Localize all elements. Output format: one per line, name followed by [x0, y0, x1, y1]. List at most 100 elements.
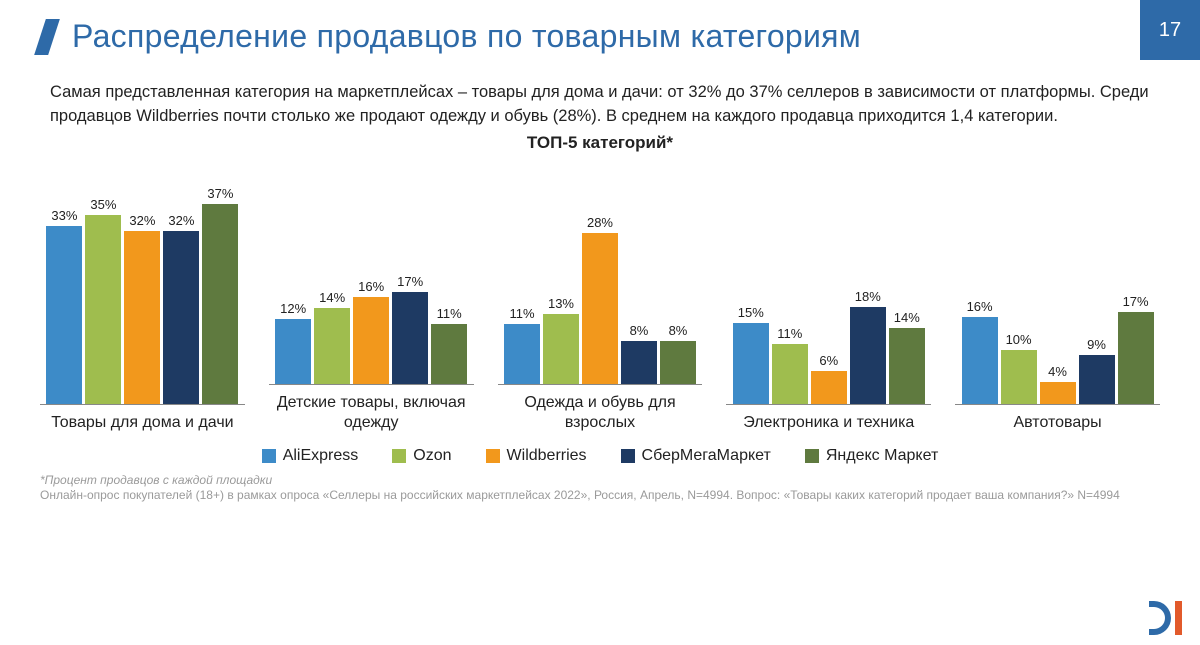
- chart-category-group: 11% 13% 28% 8% 8% Одежда и обувь для взрослых: [498, 145, 703, 433]
- chart-bar-value-label: 8%: [630, 323, 649, 338]
- chart-category-label: Автотовары: [955, 405, 1160, 433]
- chart-bar-value-label: 8%: [669, 323, 688, 338]
- chart-bar: 37%: [202, 186, 238, 404]
- chart-bar-value-label: 11%: [509, 306, 534, 321]
- chart-category-label: Товары для дома и дачи: [40, 405, 245, 433]
- legend-label: AliExpress: [283, 447, 359, 465]
- legend-label: СберМегаМаркет: [642, 447, 771, 465]
- chart-bar: 14%: [889, 310, 925, 404]
- footnote-line-2: Онлайн-опрос покупателей (18+) в рамках …: [40, 488, 1160, 504]
- chart-bar: 14%: [314, 290, 350, 384]
- legend-label: Яндекс Маркет: [826, 447, 938, 465]
- chart-bar-value-label: 6%: [819, 353, 838, 368]
- chart-bar-rect: [660, 341, 696, 384]
- legend-label: Ozon: [413, 447, 451, 465]
- chart-category-label: Детские товары, включая одежду: [269, 385, 474, 433]
- chart-bar-rect: [163, 231, 199, 404]
- chart-bar-row: 33% 35% 32% 32% 37%: [40, 165, 245, 405]
- chart-bar-value-label: 10%: [1006, 332, 1032, 347]
- legend-swatch-icon: [262, 449, 276, 463]
- chart-bar-value-label: 18%: [855, 289, 881, 304]
- chart-category-label: Одежда и обувь для взрослых: [498, 385, 703, 433]
- chart-bar-value-label: 14%: [894, 310, 920, 325]
- chart-bar-value-label: 33%: [51, 208, 77, 223]
- title-slash-icon: [34, 19, 60, 55]
- legend-item: Wildberries: [486, 447, 587, 465]
- legend-swatch-icon: [486, 449, 500, 463]
- chart-bar: 28%: [582, 215, 618, 384]
- chart-bar-value-label: 17%: [1123, 294, 1149, 309]
- chart-bar-rect: [543, 314, 579, 384]
- chart-bar: 11%: [772, 326, 808, 403]
- chart-bar: 16%: [962, 299, 998, 403]
- chart-bar-value-label: 14%: [319, 290, 345, 305]
- chart-category-group: 16% 10% 4% 9% 17% Автотовары: [955, 165, 1160, 433]
- footnote-line-1: *Процент продавцов с каждой площадки: [40, 473, 1160, 489]
- legend-swatch-icon: [621, 449, 635, 463]
- chart-bar-value-label: 37%: [207, 186, 233, 201]
- chart-bar: 18%: [850, 289, 886, 404]
- chart-bar: 4%: [1040, 364, 1076, 404]
- chart-bar-rect: [504, 324, 540, 383]
- chart-bar-value-label: 16%: [358, 279, 384, 294]
- chart-bar: 33%: [46, 208, 82, 404]
- chart-bar: 32%: [163, 213, 199, 404]
- chart-legend: AliExpress Ozon Wildberries СберМегаМаркет Я…: [0, 433, 1200, 471]
- footnote: *Процент продавцов с каждой площадки Онл…: [0, 471, 1200, 504]
- chart-bar: 8%: [660, 323, 696, 384]
- chart-bar-value-label: 16%: [967, 299, 993, 314]
- chart-bar: 11%: [504, 306, 540, 383]
- legend-item: AliExpress: [262, 447, 359, 465]
- chart-bar-rect: [85, 215, 121, 404]
- chart-bar: 11%: [431, 306, 467, 383]
- chart-bar-rect: [582, 233, 618, 384]
- chart-bar-value-label: 32%: [129, 213, 155, 228]
- chart-bar-value-label: 15%: [738, 305, 764, 320]
- chart-bar: 8%: [621, 323, 657, 384]
- chart-bar-value-label: 12%: [280, 301, 306, 316]
- chart-bar-rect: [275, 319, 311, 384]
- chart-bar-value-label: 9%: [1087, 337, 1106, 352]
- legend-item: Яндекс Маркет: [805, 447, 938, 465]
- chart-bar: 6%: [811, 353, 847, 403]
- chart-bar-value-label: 32%: [168, 213, 194, 228]
- chart-bar-rect: [1118, 312, 1154, 404]
- legend-swatch-icon: [805, 449, 819, 463]
- chart-bar-rect: [314, 308, 350, 384]
- chart-bar-rect: [889, 328, 925, 404]
- legend-label: Wildberries: [507, 447, 587, 465]
- chart-bar: 13%: [543, 296, 579, 384]
- chart-bar-value-label: 4%: [1048, 364, 1067, 379]
- chart-bar: 15%: [733, 305, 769, 404]
- chart-bar-rect: [811, 371, 847, 403]
- legend-swatch-icon: [392, 449, 406, 463]
- page-title: Распределение продавцов по товарным кате…: [72, 18, 861, 55]
- chart-bar-rect: [1040, 382, 1076, 404]
- chart-bar-value-label: 11%: [437, 306, 462, 321]
- chart-bar: 17%: [392, 274, 428, 384]
- chart-bar: 32%: [124, 213, 160, 404]
- chart-bar-rect: [1001, 350, 1037, 404]
- chart-category-group: 12% 14% 16% 17% 11% Детские товары, включая о…: [269, 145, 474, 433]
- chart-category-group: 15% 11% 6% 18% 14% Электроника и техника: [726, 165, 931, 433]
- title-bar: Распределение продавцов по товарным кате…: [0, 0, 1200, 63]
- chart-bar-value-label: 35%: [90, 197, 116, 212]
- chart-bar: 10%: [1001, 332, 1037, 404]
- chart-bar: 12%: [275, 301, 311, 384]
- page-number-badge: 17: [1140, 0, 1200, 60]
- chart-category-group: 33% 35% 32% 32% 37% Товары для дома и дачи: [40, 165, 245, 433]
- chart-bar: 9%: [1079, 337, 1115, 404]
- chart-bar-rect: [733, 323, 769, 404]
- chart-category-label: Электроника и техника: [726, 405, 931, 433]
- chart-bar-value-label: 17%: [397, 274, 423, 289]
- chart-bar: 35%: [85, 197, 121, 404]
- chart-bar-rect: [431, 324, 467, 383]
- legend-item: СберМегаМаркет: [621, 447, 771, 465]
- chart-bar-rect: [1079, 355, 1115, 404]
- chart-bar-rect: [202, 204, 238, 404]
- corner-logo-icon: [1149, 601, 1182, 635]
- chart-bar-value-label: 13%: [548, 296, 574, 311]
- chart-bar-rect: [124, 231, 160, 404]
- bar-chart: 33% 35% 32% 32% 37% Товары для дома и дачи 12%…: [0, 153, 1200, 433]
- chart-bar-row: 15% 11% 6% 18% 14%: [726, 165, 931, 405]
